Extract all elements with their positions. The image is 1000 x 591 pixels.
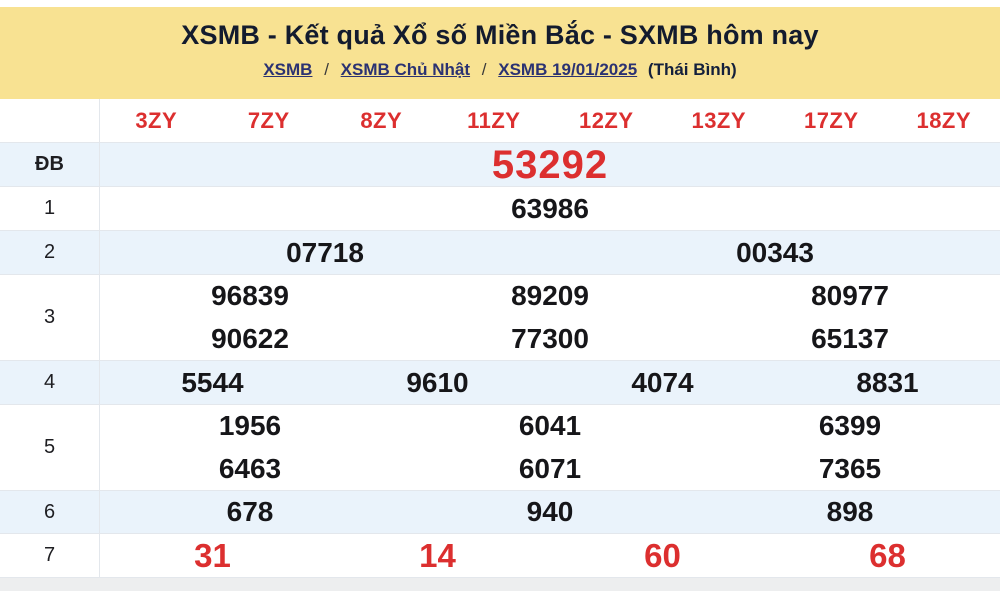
prize-value: 90622 [211,322,289,354]
column-header: 17ZY [803,107,859,133]
prize-value-red: 60 [644,537,681,574]
column-header: 3ZY [135,107,178,133]
breadcrumb: XSMB / XSMB Chủ Nhật / XSMB 19/01/2025 (… [0,60,1000,80]
table-row-prize-4: 4 5544 9610 4074 8831 [0,361,1000,405]
breadcrumb-region: (Thái Bình) [647,60,737,79]
prize-value: 9610 [406,366,469,398]
prize-value: 6463 [218,452,282,484]
breadcrumb-separator: / [324,60,329,79]
bottom-strip [0,578,1000,591]
table-row-prize-6: 6 678 940 898 [0,491,1000,534]
masthead: XSMB - Kết quả Xổ số Miền Bắc - SXMB hôm… [0,7,1000,99]
column-header: 12ZY [578,107,634,133]
prize-value: 6041 [518,410,582,442]
breadcrumb-link-xsmb-chu-nhat[interactable]: XSMB Chủ Nhật [340,60,471,79]
table-row-special-prize: ĐB 53292 [0,143,1000,187]
results-table: 3ZY 7ZY 8ZY 11ZY 12ZY 13ZY 17ZY 18ZY ĐB … [0,99,1000,578]
prize-value: 4074 [631,366,694,398]
prize-value: 6071 [518,452,582,484]
row-label: 2 [0,231,100,274]
prize-value: 77300 [511,322,589,354]
prize-value: 898 [826,496,874,527]
prize-value: 678 [226,496,274,527]
breadcrumb-link-xsmb-date[interactable]: XSMB 19/01/2025 [498,60,638,79]
row-label: 4 [0,361,100,404]
prize-value: 65137 [811,322,889,354]
breadcrumb-separator: / [481,60,487,79]
prize-value: 80977 [811,280,889,312]
prize-value: 7365 [818,452,882,484]
column-header: 8ZY [360,107,403,133]
table-row-prize-3: 3 96839 89209 80977 90622 77300 65137 [0,275,1000,361]
page-title: XSMB - Kết quả Xổ số Miền Bắc - SXMB hôm… [181,20,819,50]
prize-value: 63986 [511,192,589,224]
prize-value: 6399 [818,410,882,442]
prize-value: 940 [526,496,574,527]
prize-value: 8831 [856,366,919,398]
column-header: 13ZY [691,107,747,133]
prize-value-red: 68 [869,537,906,574]
table-row-prize-1: 1 63986 [0,187,1000,231]
row-label: 6 [0,491,100,533]
table-row-prize-2: 2 07718 00343 [0,231,1000,275]
row-label: 3 [0,275,100,360]
prize-value: 89209 [511,280,589,312]
row-label: ĐB [0,143,100,186]
table-header-row: 3ZY 7ZY 8ZY 11ZY 12ZY 13ZY 17ZY 18ZY [0,99,1000,143]
prize-value: 07718 [286,236,364,268]
row-label: 1 [0,187,100,230]
column-header: 11ZY [467,107,521,133]
row-label: 7 [0,534,100,577]
prize-value-special: 53292 [491,142,609,187]
table-row-prize-5: 5 1956 6041 6399 6463 6071 7365 [0,405,1000,491]
top-strip [0,0,1000,7]
prize-value: 96839 [211,280,289,312]
table-header-cells: 3ZY 7ZY 8ZY 11ZY 12ZY 13ZY 17ZY 18ZY [100,99,1000,142]
prize-value-red: 31 [194,537,231,574]
column-header: 18ZY [916,107,972,133]
row-label: 5 [0,405,100,490]
prize-value: 1956 [218,410,282,442]
prize-value-red: 14 [419,537,456,574]
breadcrumb-link-xsmb[interactable]: XSMB [263,60,313,79]
prize-value: 00343 [736,236,814,268]
table-header-corner [0,99,100,142]
table-row-prize-7: 7 31 14 60 68 [0,534,1000,578]
column-header: 7ZY [247,107,290,133]
prize-value: 5544 [181,366,244,398]
